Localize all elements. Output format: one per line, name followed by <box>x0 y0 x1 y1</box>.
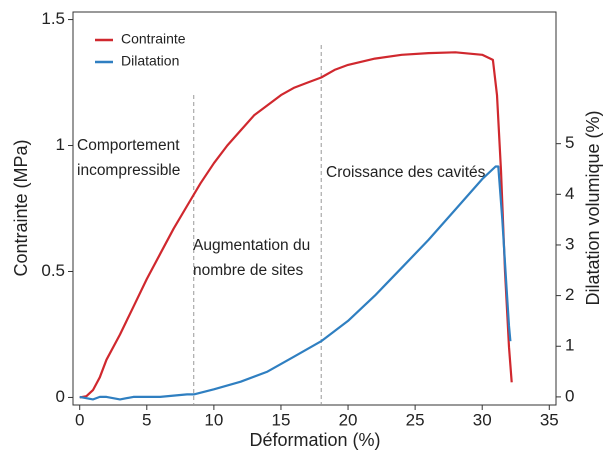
y-tick-label: 0.5 <box>41 261 65 280</box>
y-tick-label: 1.5 <box>41 9 65 28</box>
legend-label: Contrainte <box>121 31 186 47</box>
legend-label: Dilatation <box>121 53 179 69</box>
y-tick-label: 1 <box>56 135 65 154</box>
y2-tick-label: 1 <box>565 336 574 355</box>
annotation: incompressible <box>77 162 180 179</box>
y-axis-label: Contrainte (MPa) <box>11 139 31 276</box>
x-axis-label: Déformation (%) <box>249 430 380 450</box>
y2-tick-label: 0 <box>565 386 574 405</box>
x-tick-label: 10 <box>204 410 223 429</box>
x-tick-label: 35 <box>540 410 559 429</box>
x-tick-label: 25 <box>406 410 425 429</box>
annotation: Croissance des cavités <box>326 164 486 181</box>
x-tick-label: 20 <box>339 410 358 429</box>
annotation: nombre de sites <box>193 262 304 279</box>
plot-frame <box>72 11 557 406</box>
x-tick-label: 30 <box>473 410 492 429</box>
y-tick-label: 0 <box>56 387 65 406</box>
y2-tick-label: 5 <box>565 133 574 152</box>
y2-tick-label: 4 <box>565 184 574 203</box>
x-tick-label: 0 <box>75 410 84 429</box>
y2-axis-label: Dilatation volumique (%) <box>583 110 603 305</box>
series-line <box>79 51 513 399</box>
annotation: Augmentation du <box>193 237 310 254</box>
series-line <box>79 165 512 401</box>
annotation: Comportement <box>77 137 180 154</box>
y2-tick-label: 2 <box>565 285 574 304</box>
y2-tick-label: 3 <box>565 234 574 253</box>
x-tick-label: 15 <box>271 410 290 429</box>
x-tick-label: 5 <box>142 410 151 429</box>
